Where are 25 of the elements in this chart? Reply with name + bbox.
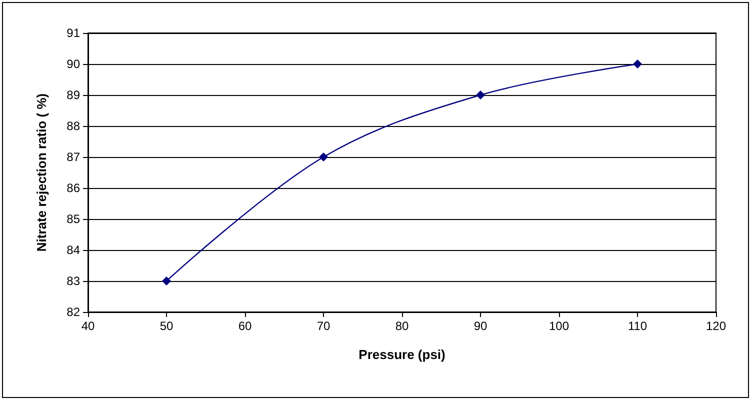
y-tick-label: 83 (66, 274, 80, 288)
y-tick-label: 86 (66, 181, 80, 195)
x-axis-title: Pressure (psi) (358, 347, 446, 362)
point (162, 276, 171, 286)
y-tick-label: 89 (66, 88, 80, 102)
y-tick-label: 85 (66, 212, 80, 226)
x-tick-label: 50 (160, 319, 174, 333)
x-tick-label: 120 (706, 319, 726, 333)
y-tick-label: 90 (66, 57, 80, 71)
y-tick-label: 82 (66, 305, 80, 319)
x-tick-label: 110 (628, 319, 648, 333)
y-axis-title: Nitrate rejection ratio ( %) (34, 93, 49, 252)
y-tick-label: 91 (66, 26, 80, 40)
point (319, 152, 328, 162)
point (633, 60, 642, 68)
x-tick-label: 40 (81, 319, 95, 333)
x-tick-label: 100 (548, 319, 570, 333)
x-tick-label: 60 (238, 319, 252, 333)
x-tick-label: 90 (474, 319, 488, 333)
y-tick-label: 88 (66, 119, 80, 133)
x-tick-label: 80 (395, 319, 409, 333)
y-tick-label: 87 (66, 150, 80, 164)
y-tick-label: 84 (66, 243, 80, 257)
point (476, 90, 485, 100)
x-tick-label: 70 (316, 319, 330, 333)
